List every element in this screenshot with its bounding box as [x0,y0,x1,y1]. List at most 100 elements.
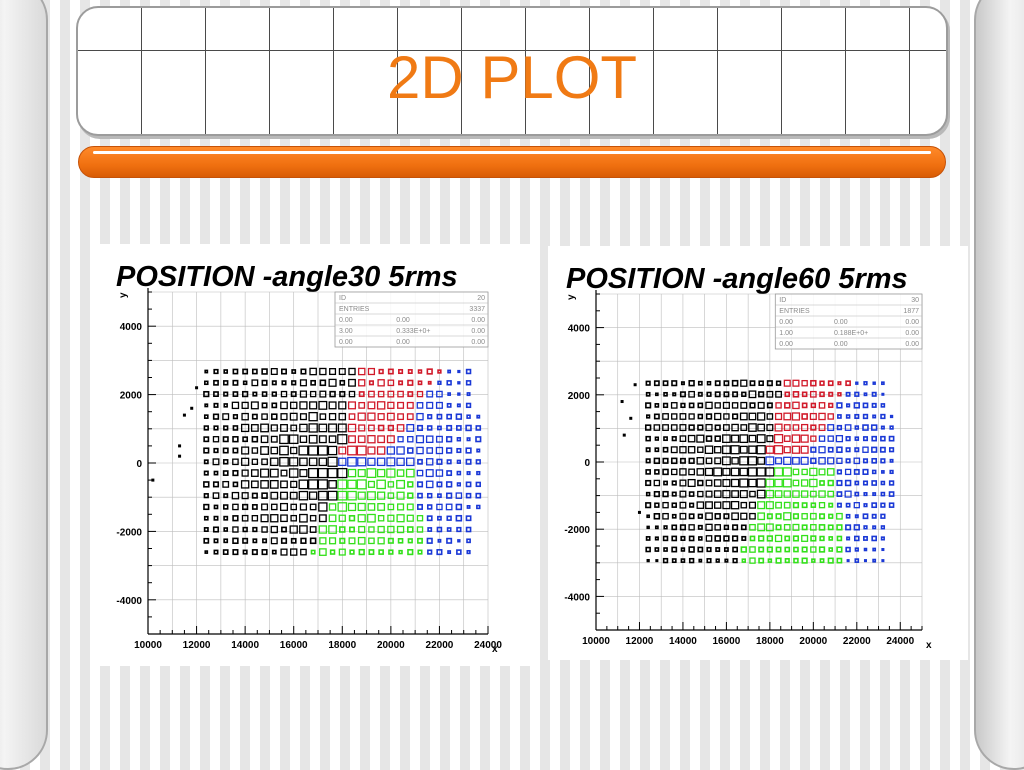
histogram-box [213,549,219,555]
histogram-box [845,447,851,453]
histogram-box [732,413,739,420]
histogram-box [655,392,659,397]
histogram-box [455,503,463,511]
histogram-box [377,503,386,511]
histogram-box [280,401,288,410]
histogram-box [290,424,298,432]
histogram-box [863,559,868,563]
x-tick-label: 16000 [280,640,308,651]
histogram-box [252,538,258,544]
histogram-box [671,491,677,497]
histogram-box [773,467,784,477]
histogram-box [445,436,453,443]
histogram-box [653,457,661,465]
histogram-box [397,401,405,409]
histogram-box [270,514,279,523]
histogram-box [654,502,660,508]
histogram-box [232,515,239,522]
x-tick-label: 10000 [134,640,162,651]
histogram-box [741,535,747,541]
stats-cell: 0.00 [396,317,410,324]
histogram-box [261,379,268,386]
histogram-box [749,490,756,498]
histogram-box [270,457,279,467]
histogram-box [645,546,651,553]
histogram-box [437,425,442,431]
histogram-box [203,527,209,532]
histogram-box [670,424,678,431]
histogram-box [465,424,472,432]
histogram-box [396,514,405,523]
histogram-box [872,547,877,552]
histogram-box [688,468,696,476]
histogram-box [722,467,731,476]
histogram-box [261,503,269,511]
histogram-box [740,379,748,387]
title-underline-bar [78,146,946,178]
histogram-box [872,381,876,385]
histogram-box [386,457,396,467]
histogram-box [698,536,703,541]
histogram-box [862,458,869,464]
histogram-box [800,434,809,443]
histogram-box [818,524,826,531]
histogram-box [671,502,677,508]
histogram-box [446,492,453,499]
histogram-box [349,549,355,555]
histogram-box [310,549,316,555]
histogram-box [732,524,739,531]
histogram-box [240,480,250,489]
histogram-box [436,549,443,556]
histogram-box [213,504,219,510]
histogram-box [445,447,453,454]
histogram-box [397,390,404,398]
histogram-box [827,490,835,498]
histogram-box [645,479,652,487]
histogram-box [427,380,432,385]
histogram-box [880,425,885,430]
histogram-box [809,390,817,398]
histogram-box [426,504,433,510]
x-tick-label: 20000 [377,640,405,651]
histogram-box [406,413,414,421]
histogram-box [327,456,338,467]
histogram-box [671,436,677,442]
histogram-box [863,492,868,497]
histogram-box [773,445,784,455]
histogram-box [758,546,765,553]
histogram-box [792,513,800,520]
stats-cell: ENTRIES [779,308,810,315]
histogram-box [357,514,366,523]
histogram-box [308,457,318,467]
histogram-box [398,368,404,375]
histogram-box [645,458,651,464]
histogram-box [871,402,877,408]
histogram-box [270,435,278,443]
histogram-box [407,435,414,443]
histogram-box [204,550,209,554]
histogram-box [697,490,704,498]
histogram-box [407,369,413,374]
histogram-box [740,401,748,409]
histogram-box [327,445,338,456]
histogram-box [836,512,843,520]
histogram-box [688,413,695,420]
histogram-box [309,367,317,376]
histogram-box [261,368,268,375]
histogram-box [425,469,434,478]
histogram-box [774,457,783,465]
histogram-box [706,558,712,564]
histogram-box [241,412,249,421]
histogram-box [367,503,376,511]
histogram-box [863,381,868,386]
histogram-box [671,558,677,564]
histogram-box [723,391,730,398]
histogram-box [367,480,375,488]
histogram-box [405,468,415,478]
histogram-box [377,491,386,500]
histogram-box [748,412,757,421]
histogram-box [387,514,395,522]
stats-box: ID 20 ENTRIES 3337 0.00 0.00 0.00 3.00 0.333E+0+… [334,291,489,348]
histogram-box [357,469,366,478]
histogram-box [269,468,279,478]
